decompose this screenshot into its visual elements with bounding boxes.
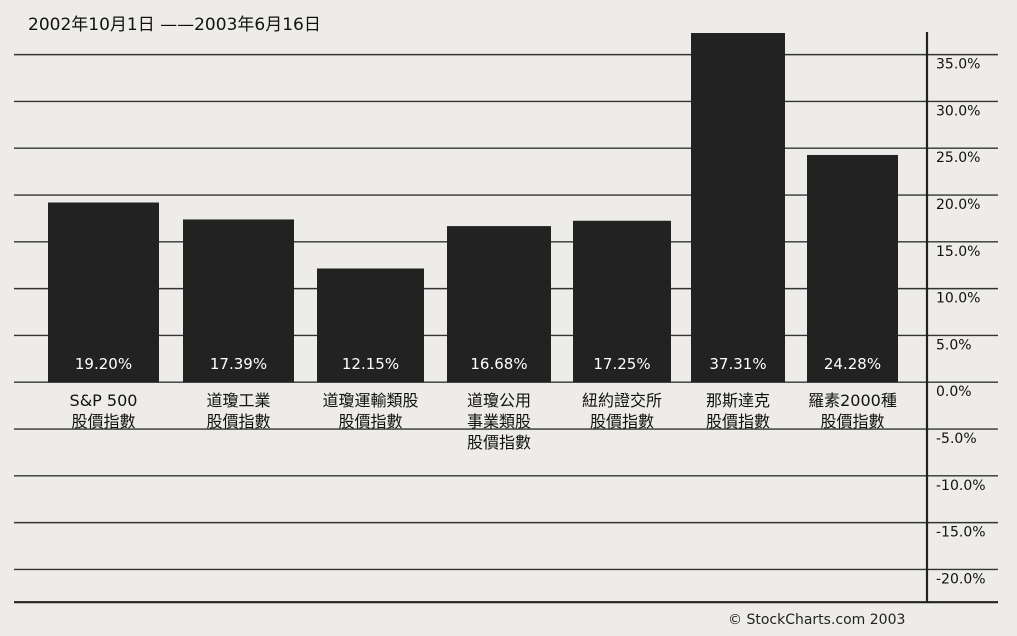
bar: [317, 268, 424, 383]
value-label: 17.39%: [210, 355, 267, 373]
value-label: 12.15%: [342, 355, 399, 373]
category-label: 股價指數: [706, 412, 770, 431]
y-tick-label: 30.0%: [936, 103, 980, 119]
category-label: 股價指數: [820, 412, 884, 431]
category-label: S&P 500: [70, 391, 138, 410]
category-label: 股價指數: [206, 412, 270, 431]
bar: [807, 154, 898, 383]
y-tick-label: -10.0%: [936, 478, 986, 494]
bars: [48, 33, 898, 383]
category-label: 股價指數: [71, 412, 135, 431]
bar: [48, 202, 159, 383]
y-tick-label: 5.0%: [936, 337, 972, 353]
credit-text: © StockCharts.com 2003: [728, 612, 905, 628]
category-label: 道瓊公用: [467, 391, 531, 410]
category-label: 股價指數: [338, 412, 402, 431]
value-label: 37.31%: [709, 355, 766, 373]
y-tick-label: 0.0%: [936, 384, 972, 400]
y-tick-label: -20.0%: [936, 571, 986, 587]
value-label: 16.68%: [470, 355, 527, 373]
value-label: 24.28%: [824, 355, 881, 373]
bar: [447, 226, 551, 383]
category-label: 道瓊運輸類股: [322, 391, 418, 410]
category-label: 事業類股: [467, 412, 531, 431]
y-tick-label: -5.0%: [936, 431, 977, 447]
category-label: 股價指數: [467, 433, 531, 452]
category-label: 道瓊工業: [206, 391, 270, 410]
bar: [691, 33, 785, 383]
category-label: 那斯達克: [706, 391, 770, 410]
y-tick-label: 10.0%: [936, 291, 980, 307]
y-tick-label: 25.0%: [936, 150, 980, 166]
value-label: 17.25%: [593, 355, 650, 373]
category-label: 紐約證交所: [582, 391, 662, 410]
value-label: 19.20%: [75, 355, 132, 373]
chart-title: 2002年10月1日 ——2003年6月16日: [28, 15, 321, 35]
y-tick-label: 35.0%: [936, 57, 980, 73]
category-label: 股價指數: [590, 412, 654, 431]
y-tick-label: -15.0%: [936, 525, 986, 541]
y-tick-label: 15.0%: [936, 244, 980, 260]
bar: [183, 219, 294, 383]
bar: [573, 220, 671, 383]
category-label: 羅素2000種: [808, 391, 897, 410]
labels: 35.0% 30.0% 25.0% 20.0% 15.0% 10.0% 5.0% 0.0% -5…: [70, 57, 986, 588]
y-tick-label: 20.0%: [936, 197, 980, 213]
